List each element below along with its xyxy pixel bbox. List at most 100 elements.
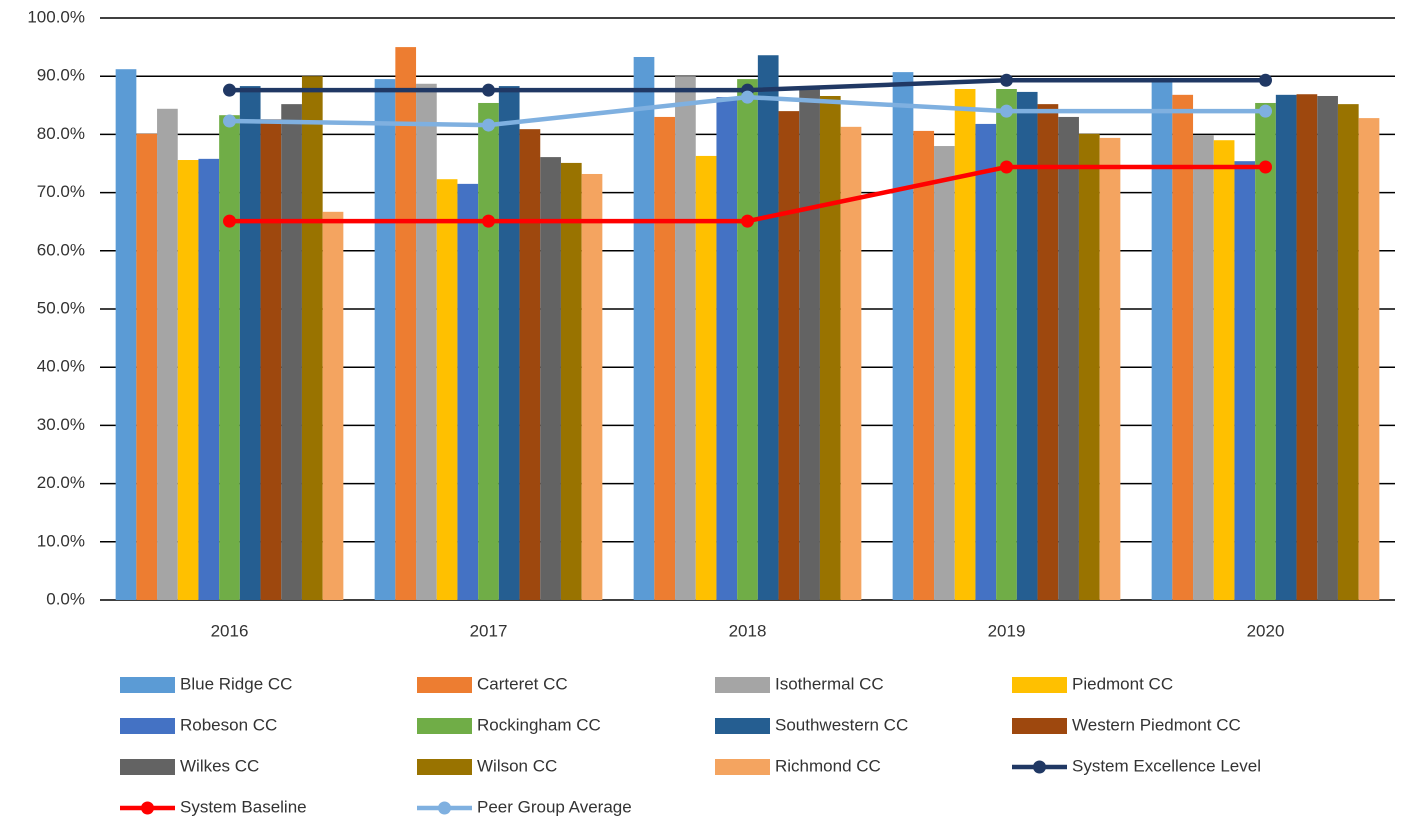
bar [115,69,137,600]
legend-swatch [141,801,154,815]
legend-label: Robeson CC [180,715,277,734]
marker [741,214,754,228]
legend-label: System Excellence Level [1072,756,1261,775]
legend-swatch [417,677,472,693]
legend-label: Piedmont CC [1072,674,1173,693]
bar [1078,133,1100,600]
legend-swatch [120,677,175,693]
legend-label: Wilkes CC [180,756,259,775]
bar [1058,116,1079,600]
bar [260,119,282,600]
bar [1099,137,1121,600]
bar [913,130,935,600]
bar [1213,140,1235,600]
bar [374,79,396,601]
bar [436,179,458,601]
bar [157,108,178,601]
bar [819,95,841,600]
x-tick-label: 2019 [988,621,1026,640]
legend-swatch [1033,760,1046,774]
bar [395,47,417,601]
bar [478,102,499,601]
y-tick-label: 0.0% [46,589,85,608]
bar [1037,104,1059,601]
bar [934,146,955,601]
x-tick-label: 2020 [1247,621,1285,640]
x-tick-label: 2017 [470,621,508,640]
legend-label: Southwestern CC [775,715,908,734]
bar [177,160,199,600]
bar [778,111,800,601]
bar [675,76,696,600]
marker [223,214,236,228]
bar [654,116,676,600]
bar [1255,102,1276,601]
x-tick-label: 2016 [211,621,249,640]
bar [198,158,220,600]
marker [223,114,236,128]
bar [1358,118,1380,600]
bar [954,89,976,600]
marker [1259,73,1272,87]
bar [1337,104,1359,601]
legend-swatch [715,759,770,775]
y-tick-label: 10.0% [37,531,85,550]
y-tick-label: 100.0% [27,7,85,26]
marker [482,214,495,228]
legend-swatch [120,759,175,775]
bar [1317,95,1338,600]
bar [498,86,520,601]
bar [1234,161,1256,600]
bar [301,76,323,600]
marker [1000,160,1013,174]
marker [482,118,495,132]
bar [322,211,344,600]
marker [223,83,236,97]
bar [1172,94,1194,600]
bar [840,126,862,601]
legend-swatch [417,718,472,734]
bar [716,97,738,600]
legend-label: Peer Group Average [477,797,632,816]
bar [519,129,541,601]
legend-swatch [1012,677,1067,693]
legend-label: Western Piedmont CC [1072,715,1241,734]
bar [281,104,302,601]
marker [1259,160,1272,174]
bar [457,183,479,600]
y-tick-label: 50.0% [37,298,85,317]
bar [540,157,561,600]
legend-label: Richmond CC [775,756,881,775]
legend-swatch [417,759,472,775]
legend-swatch [1012,718,1067,734]
marker [1259,104,1272,118]
legend-swatch [715,677,770,693]
legend-label: Rockingham CC [477,715,601,734]
bar [892,72,914,601]
bar [1296,94,1318,600]
bar [560,162,582,600]
y-tick-label: 80.0% [37,124,85,143]
legend-swatch [120,718,175,734]
bar [1193,134,1214,600]
y-tick-label: 70.0% [37,182,85,201]
y-tick-label: 20.0% [37,473,85,492]
marker [1000,73,1013,87]
y-tick-label: 90.0% [37,66,85,85]
legend-label: Isothermal CC [775,674,884,693]
bar [695,155,717,600]
bar [975,123,997,600]
x-tick-label: 2018 [729,621,767,640]
bar [757,55,779,601]
marker [482,83,495,97]
bar [799,87,820,601]
marker [1000,104,1013,118]
legend-label: Blue Ridge CC [180,674,292,693]
legend-swatch [715,718,770,734]
bar [633,56,655,600]
marker [741,90,754,104]
legend-label: System Baseline [180,797,307,816]
legend-label: Wilson CC [477,756,557,775]
y-tick-label: 30.0% [37,415,85,434]
